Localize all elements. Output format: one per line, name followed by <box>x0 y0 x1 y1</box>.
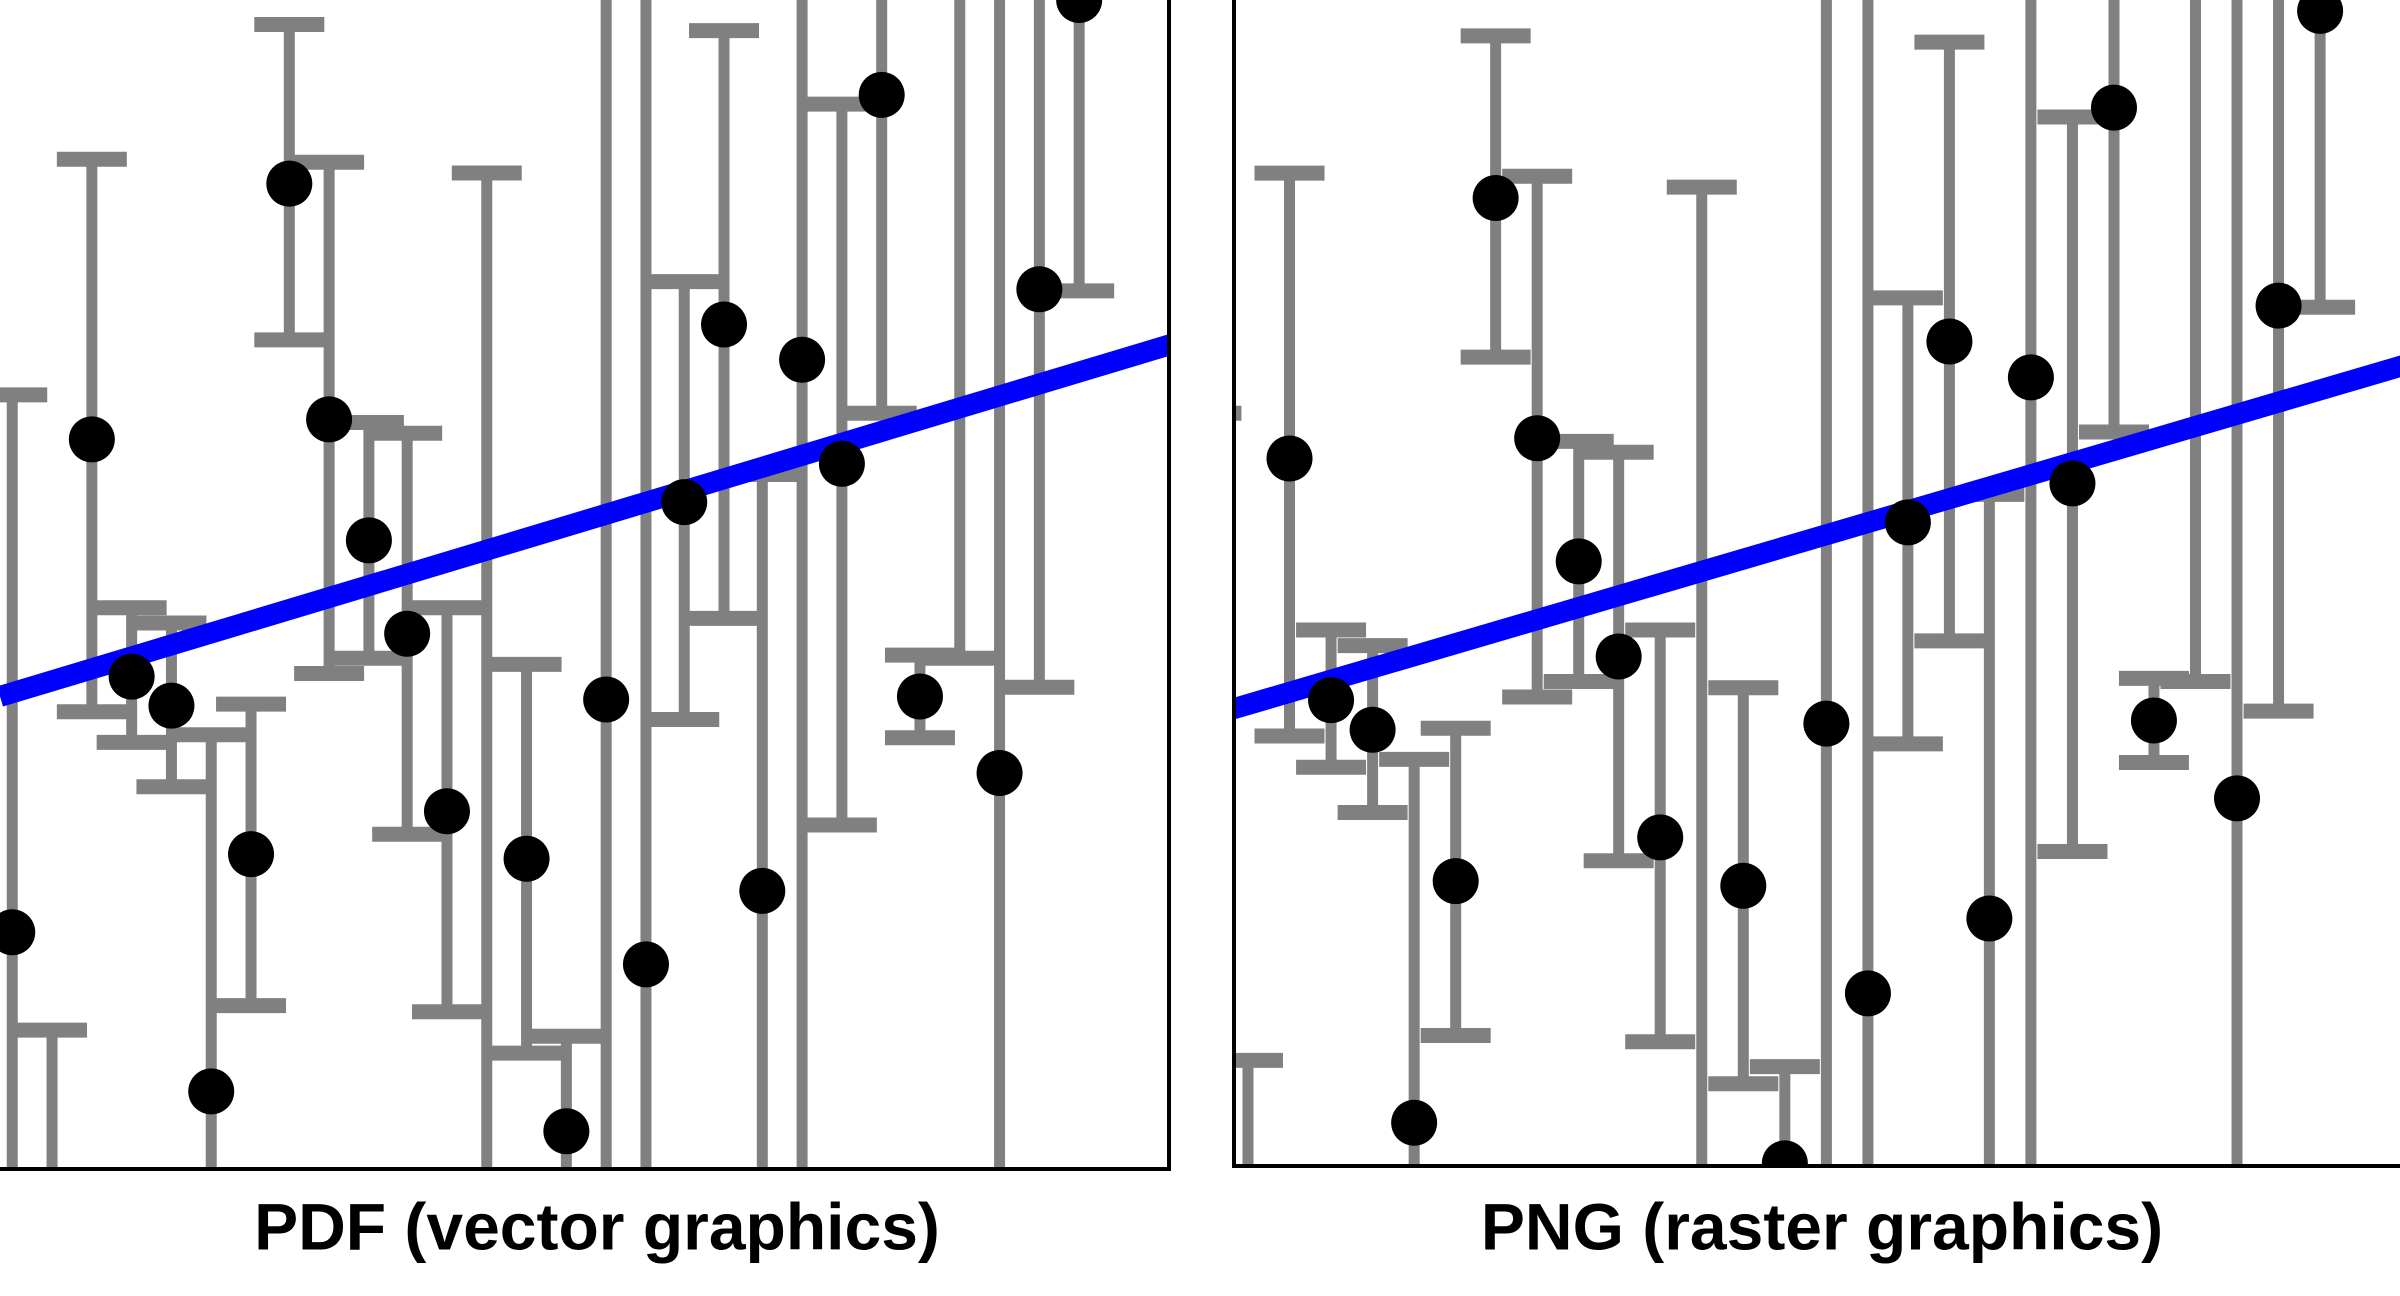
data-point <box>1637 814 1684 861</box>
data-point <box>1884 499 1931 546</box>
data-point <box>266 160 313 207</box>
data-point <box>661 479 708 526</box>
data-point <box>1266 435 1313 482</box>
data-point <box>2214 775 2261 822</box>
data-point <box>779 336 826 383</box>
data-point <box>1926 318 1973 365</box>
panel-title: PDF (vector graphics) <box>254 1189 940 1263</box>
data-point <box>2297 0 2344 34</box>
data-point <box>345 517 392 564</box>
data-point <box>1514 415 1561 462</box>
fit-line <box>0 334 1171 707</box>
data-point <box>384 610 431 657</box>
panel-title: PNG (raster graphics) <box>1481 1189 2163 1263</box>
data-point <box>188 1068 235 1115</box>
data-point <box>818 440 865 487</box>
data-point <box>2130 697 2177 744</box>
data-point <box>858 71 905 118</box>
data-point <box>2255 282 2302 329</box>
data-point <box>1056 0 1103 23</box>
data-point <box>1555 538 1602 585</box>
data-point <box>148 682 195 729</box>
data-point <box>0 909 36 956</box>
data-point <box>1308 677 1355 724</box>
plot-area <box>1183 0 2400 1296</box>
data-point <box>228 831 275 878</box>
data-point <box>1844 970 1891 1017</box>
data-point <box>1391 1099 1438 1146</box>
data-point <box>2090 84 2137 131</box>
plot-area <box>0 0 1171 1171</box>
data-point <box>1472 175 1519 222</box>
data-point <box>1679 1267 1725 1296</box>
data-point <box>1432 858 1479 905</box>
data-point <box>1803 700 1850 747</box>
data-point <box>976 750 1023 797</box>
data-point <box>423 788 470 835</box>
data-point <box>108 653 155 700</box>
data-point <box>739 867 786 914</box>
data-point <box>622 941 669 988</box>
data-point <box>306 396 353 443</box>
data-point <box>503 835 550 882</box>
data-point <box>1349 706 1396 753</box>
data-point <box>583 676 630 723</box>
data-point <box>1595 633 1642 680</box>
data-point <box>543 1108 590 1155</box>
data-point <box>1966 895 2013 942</box>
data-point <box>1720 862 1767 909</box>
data-point <box>701 301 748 348</box>
data-point <box>1761 1140 1808 1168</box>
data-point <box>896 673 943 720</box>
data-point <box>2007 354 2054 401</box>
fit-line <box>1232 355 2400 721</box>
data-point <box>1016 266 1063 313</box>
data-point <box>1183 938 1229 984</box>
data-point <box>2049 460 2096 507</box>
data-point <box>68 416 115 463</box>
